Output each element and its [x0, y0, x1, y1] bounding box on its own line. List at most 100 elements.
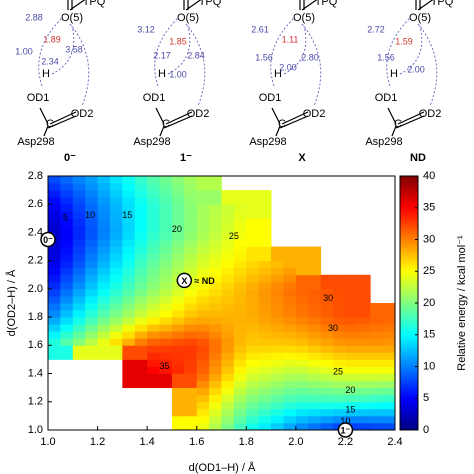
energy-cell: [357, 338, 371, 346]
energy-cell: [209, 183, 222, 191]
energy-cell: [109, 260, 123, 269]
energy-cell: [382, 345, 396, 353]
atom-label: OD1: [27, 92, 50, 104]
energy-cell: [196, 232, 210, 240]
energy-cell: [48, 274, 61, 283]
energy-cell: [233, 295, 247, 304]
energy-cell: [233, 373, 247, 382]
energy-cell: [48, 260, 61, 269]
energy-cell: [48, 197, 61, 205]
energy-cell: [184, 204, 198, 212]
energy-cell: [357, 310, 371, 318]
energy-cell: [283, 359, 297, 367]
energy-cell: [196, 401, 210, 410]
energy-cell: [370, 338, 384, 346]
energy-cell: [85, 246, 98, 255]
energy-cell: [60, 190, 74, 198]
energy-cell: [246, 225, 260, 233]
energy-cell: [48, 345, 61, 353]
energy-cell: [233, 274, 247, 283]
colorbar-tick-label: 0: [423, 424, 429, 436]
energy-cell: [308, 352, 322, 360]
energy-cell: [184, 331, 198, 339]
energy-cell: [295, 253, 309, 262]
state-label: 0⁻: [43, 235, 53, 245]
energy-cell: [345, 331, 359, 339]
energy-cell: [60, 338, 74, 346]
energy-cell: [184, 218, 198, 226]
energy-cell: [48, 303, 61, 311]
energy-cell: [184, 310, 198, 318]
energy-cell: [147, 303, 160, 311]
energy-cell: [60, 281, 74, 290]
distance-label: 2.61: [251, 24, 269, 34]
energy-cell: [233, 211, 247, 219]
energy-cell: [233, 359, 247, 367]
state-label: X: [181, 276, 187, 286]
energy-cell: [147, 324, 160, 332]
h-bond: [386, 17, 438, 107]
energy-cell: [221, 338, 235, 346]
energy-cell: [97, 246, 111, 255]
energy-cell: [320, 408, 334, 417]
energy-cell: [271, 253, 284, 262]
energy-cell: [258, 373, 272, 382]
energy-cell: [283, 260, 297, 269]
energy-cell: [221, 401, 235, 410]
energy-cell: [109, 218, 123, 226]
distance-label: 3.12: [137, 24, 155, 34]
energy-cell: [109, 267, 123, 276]
energy-cell: [221, 366, 235, 374]
energy-cell: [122, 197, 136, 205]
energy-cell: [109, 281, 123, 290]
energy-cell: [171, 246, 185, 255]
energy-cell: [370, 331, 384, 339]
energy-cell: [48, 331, 61, 339]
energy-cell: [109, 324, 123, 332]
energy-cell: [246, 211, 260, 219]
energy-cell: [271, 387, 284, 396]
energy-cell: [370, 408, 384, 417]
atom-label: Asp298: [365, 136, 402, 148]
energy-cell: [159, 239, 173, 247]
y-tick-label: 2.8: [28, 170, 43, 182]
energy-cell: [233, 267, 247, 276]
energy-cell: [72, 246, 86, 255]
contour-label: 15: [345, 405, 355, 415]
energy-cell: [295, 373, 309, 382]
energy-cell: [147, 260, 160, 269]
energy-cell: [122, 288, 136, 297]
energy-cell: [283, 387, 297, 396]
energy-cell: [134, 345, 148, 353]
energy-cell: [246, 281, 260, 290]
atom-label: TPQ: [431, 0, 454, 8]
atom-label: OD1: [259, 92, 282, 104]
energy-cell: [258, 317, 272, 325]
energy-cell: [147, 218, 160, 226]
energy-cell: [246, 324, 260, 332]
energy-cell: [184, 422, 198, 431]
energy-cell: [308, 274, 322, 283]
energy-cell: [221, 394, 235, 403]
energy-cell: [147, 352, 160, 360]
atom-label: O(5): [177, 12, 199, 24]
energy-cell: [209, 401, 222, 410]
energy-cell: [246, 352, 260, 360]
energy-cell: [171, 267, 185, 276]
energy-cell: [221, 317, 235, 325]
distance-label: 2.17: [153, 50, 171, 60]
energy-cell: [345, 324, 359, 332]
energy-cell: [184, 295, 198, 304]
energy-cell: [147, 211, 160, 219]
energy-cell: [122, 176, 136, 184]
energy-cell: [271, 401, 284, 410]
energy-cell: [357, 274, 371, 283]
energy-cell: [333, 331, 346, 339]
y-tick-label: 1.2: [28, 396, 43, 408]
colorbar-tick-label: 10: [423, 360, 435, 372]
energy-cell: [258, 408, 272, 417]
energy-cell: [196, 317, 210, 325]
energy-cell: [72, 295, 86, 304]
energy-cell: [283, 345, 297, 353]
energy-cell: [345, 359, 359, 367]
